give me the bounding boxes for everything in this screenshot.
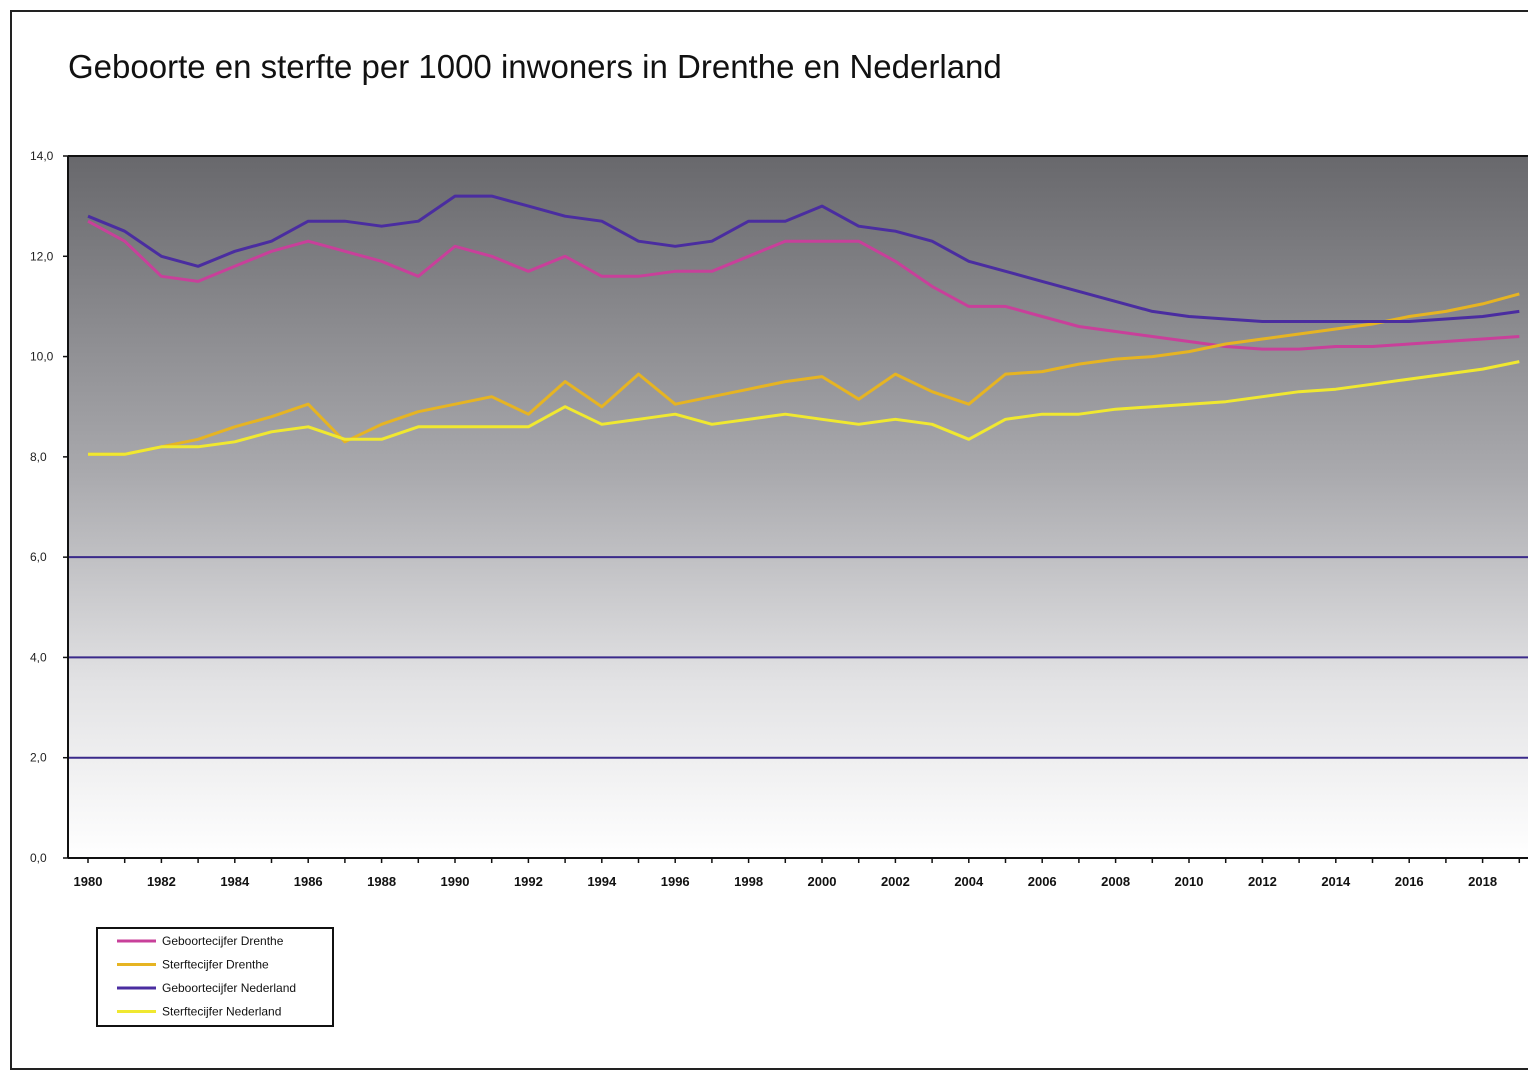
x-tick-label: 1994 — [587, 874, 617, 889]
series-line-1 — [87, 219, 1520, 351]
y-tick-label: 12,0 — [30, 249, 54, 263]
legend-label: Geboortecijfer Nederland — [162, 981, 296, 995]
legend: Geboortecijfer Drenthe Sterftecijfer Dren… — [96, 927, 334, 1027]
x-tick-label: 1986 — [294, 874, 323, 889]
plot-background — [68, 156, 1528, 858]
y-tick-label: 6,0 — [30, 550, 47, 564]
x-tick-label: 2008 — [1101, 874, 1130, 889]
series-lines — [87, 194, 1520, 456]
legend-label: Sterftecijfer Nederland — [162, 1005, 281, 1019]
y-tick-label: 2,0 — [30, 751, 47, 765]
y-tick-label: 10,0 — [30, 350, 54, 364]
x-tick-label: 1984 — [220, 874, 250, 889]
x-tick-label: 2016 — [1395, 874, 1424, 889]
legend-label: Geboortecijfer Drenthe — [162, 934, 284, 948]
x-tick-label: 2000 — [808, 874, 837, 889]
x-tick-label: 1988 — [367, 874, 396, 889]
y-tick-label: 0,0 — [30, 851, 47, 865]
x-tick-label: 2004 — [954, 874, 984, 889]
y-tick-label: 4,0 — [30, 650, 47, 664]
axes: 0,0 2,0 4,0 6,0 8,0 10,0 12,0 14,0 1980 1982 1984 1… — [30, 149, 1528, 889]
x-tick-label: 2002 — [881, 874, 910, 889]
x-tick-label: 1990 — [441, 874, 470, 889]
x-tick-label: 2018 — [1468, 874, 1497, 889]
series-line-3 — [87, 194, 1520, 323]
series-line-2 — [88, 292, 1520, 456]
legend-box — [96, 927, 334, 1027]
chart-title: Geboorte en sterfte per 1000 inwoners in… — [68, 48, 1002, 85]
gridlines — [68, 556, 1528, 759]
plot-area — [68, 156, 1528, 858]
y-tick-label: 8,0 — [30, 450, 47, 464]
x-tick-label: 1982 — [147, 874, 176, 889]
y-tick-label: 14,0 — [30, 149, 54, 163]
x-tick-label: 2006 — [1028, 874, 1057, 889]
x-tick-label: 2014 — [1321, 874, 1351, 889]
x-tick-label: 2010 — [1175, 874, 1204, 889]
series-line-4 — [88, 360, 1520, 456]
legend-label: Sterftecijfer Drenthe — [162, 958, 269, 972]
x-tick-label: 2012 — [1248, 874, 1277, 889]
x-tick-label: 1992 — [514, 874, 543, 889]
x-tick-label: 1996 — [661, 874, 690, 889]
x-tick-label: 1998 — [734, 874, 763, 889]
x-tick-label: 1980 — [74, 874, 103, 889]
